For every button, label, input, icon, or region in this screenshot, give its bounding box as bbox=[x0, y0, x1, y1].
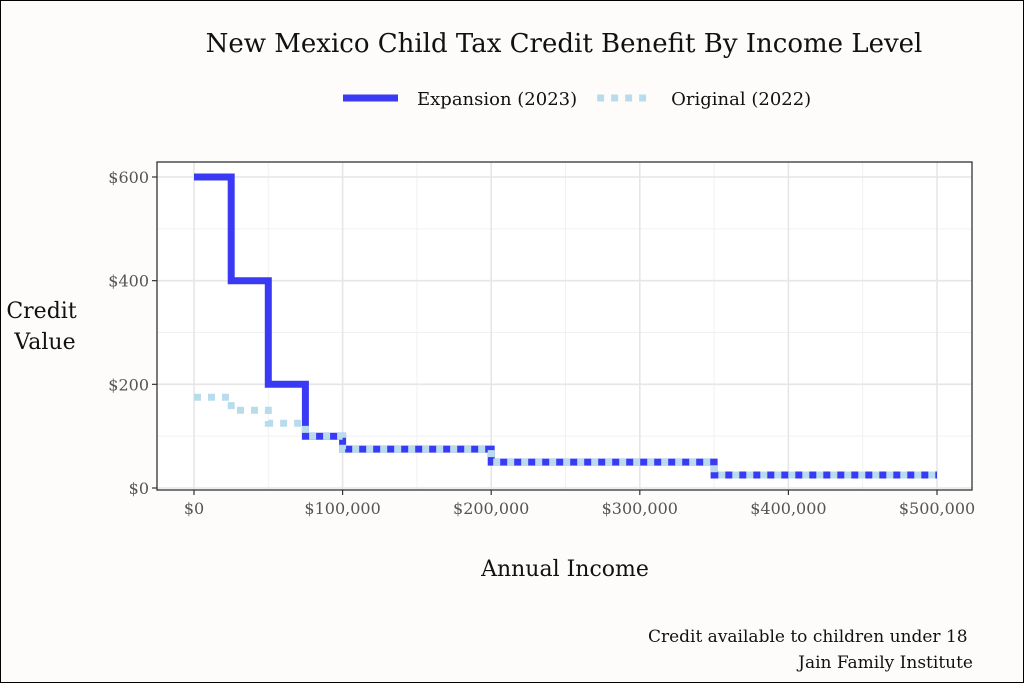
axes: $0 $100,000 $200,000 $300,000 $400,000 $500,0… bbox=[108, 161, 975, 518]
x-axis-title: Annual Income bbox=[480, 557, 649, 582]
plot-area bbox=[157, 162, 972, 490]
x-tick-label: $100,000 bbox=[304, 499, 380, 518]
caption-line-2: Jain Family Institute bbox=[796, 653, 973, 673]
plot-background bbox=[157, 162, 972, 490]
y-tick-label: $600 bbox=[108, 168, 149, 187]
series-line-original-2022 bbox=[194, 393, 937, 479]
caption-line-1: Credit available to children under 18 bbox=[648, 627, 968, 647]
x-tick-label: $0 bbox=[184, 499, 204, 518]
legend-label: Expansion (2023) bbox=[417, 89, 577, 110]
legend: Expansion (2023) Original (2022) bbox=[343, 89, 811, 110]
y-tick-label: $400 bbox=[108, 272, 149, 291]
x-tick-label: $200,000 bbox=[453, 499, 529, 518]
legend-label: Original (2022) bbox=[671, 89, 811, 110]
grid-lines bbox=[157, 162, 972, 490]
y-tick-label: $200 bbox=[108, 375, 149, 394]
x-tick-label: $500,000 bbox=[899, 499, 975, 518]
y-axis-title-line-2: Value bbox=[13, 330, 75, 355]
series-lines bbox=[194, 173, 937, 479]
x-tick-label: $400,000 bbox=[750, 499, 826, 518]
caption: Credit available to children under 18 Ja… bbox=[648, 627, 973, 673]
y-tick-label: $0 bbox=[129, 479, 149, 498]
plot-border bbox=[156, 161, 973, 491]
chart-title: New Mexico Child Tax Credit Benefit By I… bbox=[206, 29, 923, 59]
y-axis-title: Credit Value bbox=[6, 299, 83, 355]
y-axis-title-line-1: Credit bbox=[6, 299, 76, 324]
x-tick-label: $300,000 bbox=[602, 499, 678, 518]
